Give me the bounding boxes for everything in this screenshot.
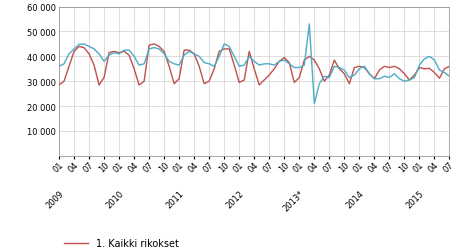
- 1. Kaikki rikokset: [286, 62, 292, 65]
- 1. Kaikki rikokset: [217, 51, 222, 54]
- 1. Kaikki rikokset: [222, 48, 227, 51]
- 2. Liikenneturvallisuuden vaarantaminen, liikennerikkomus: [352, 74, 357, 77]
- 1. Kaikki rikokset: [346, 83, 352, 86]
- 1. Kaikki rikokset: [151, 43, 157, 46]
- 1. Kaikki rikokset: [157, 46, 162, 49]
- 2. Liikenneturvallisuuden vaarantaminen, liikennerikkomus: [162, 53, 167, 56]
- 2. Liikenneturvallisuuden vaarantaminen, liikennerikkomus: [306, 23, 312, 26]
- 1. Kaikki rikokset: [56, 84, 62, 87]
- Legend: 1. Kaikki rikokset, 2. Liikenneturvallisuuden vaarantaminen, liikennerikkomus: 1. Kaikki rikokset, 2. Liikenneturvallis…: [64, 238, 385, 252]
- 2. Liikenneturvallisuuden vaarantaminen, liikennerikkomus: [217, 56, 222, 59]
- Line: 1. Kaikki rikokset: 1. Kaikki rikokset: [59, 45, 449, 86]
- 2. Liikenneturvallisuuden vaarantaminen, liikennerikkomus: [56, 66, 62, 69]
- 2. Liikenneturvallisuuden vaarantaminen, liikennerikkomus: [281, 59, 287, 62]
- 2. Liikenneturvallisuuden vaarantaminen, liikennerikkomus: [212, 66, 217, 69]
- 1. Kaikki rikokset: [447, 66, 452, 69]
- 1. Kaikki rikokset: [167, 66, 172, 69]
- 2. Liikenneturvallisuuden vaarantaminen, liikennerikkomus: [151, 47, 157, 50]
- 2. Liikenneturvallisuuden vaarantaminen, liikennerikkomus: [311, 103, 317, 106]
- Line: 2. Liikenneturvallisuuden vaarantaminen, liikennerikkomus: 2. Liikenneturvallisuuden vaarantaminen,…: [59, 25, 449, 104]
- 2. Liikenneturvallisuuden vaarantaminen, liikennerikkomus: [447, 75, 452, 78]
